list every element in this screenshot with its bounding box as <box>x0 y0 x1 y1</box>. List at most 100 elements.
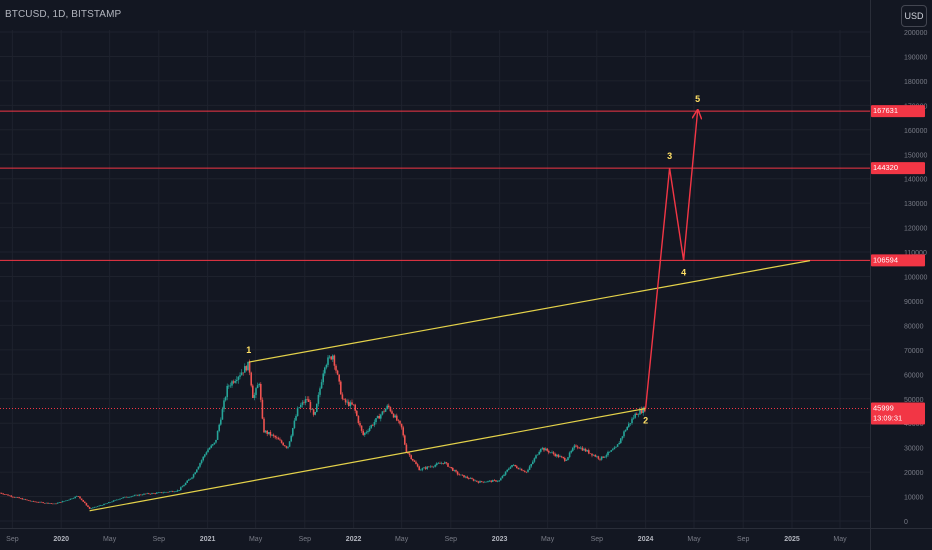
candle-body <box>464 476 467 478</box>
candle-body <box>100 505 102 506</box>
candle-body <box>253 394 256 398</box>
candle-body <box>333 355 336 366</box>
candle-body <box>640 409 643 413</box>
candle-body <box>544 448 547 451</box>
candle-body <box>372 425 374 426</box>
candle-body <box>610 450 612 452</box>
candle-body <box>162 492 164 494</box>
candle-body <box>301 402 304 405</box>
candle-body <box>277 437 280 440</box>
level-price-tag-bg <box>871 162 925 175</box>
candle-body <box>184 482 187 486</box>
candle-body <box>381 411 384 415</box>
candle-body <box>447 463 449 467</box>
candle-body <box>436 463 438 466</box>
candle-body <box>122 497 124 499</box>
candle-body <box>437 463 440 464</box>
candle-body <box>541 447 544 449</box>
candle-body <box>424 467 427 469</box>
candle-body <box>439 463 441 464</box>
y-tick-label: 160000 <box>904 128 927 135</box>
candle-body <box>32 501 35 502</box>
candle-body <box>199 463 201 467</box>
candle-body <box>463 475 465 478</box>
candle-body <box>532 461 534 465</box>
candle-body <box>580 447 582 449</box>
candle-body <box>500 478 502 481</box>
candle-body <box>159 492 161 493</box>
candle-body <box>274 435 276 438</box>
candle-body <box>578 447 580 449</box>
candle-body <box>634 413 636 418</box>
candle-body <box>639 409 641 415</box>
candle-body <box>589 453 592 455</box>
candle-body <box>480 481 483 482</box>
candle-body <box>20 498 22 499</box>
candle-body <box>165 491 168 493</box>
candle-body <box>384 408 387 412</box>
candle-body <box>154 493 156 494</box>
candle-body <box>335 365 337 371</box>
candle-body <box>512 464 515 466</box>
candle-body <box>592 454 595 456</box>
candle-body <box>111 501 113 503</box>
candle-body <box>412 458 414 461</box>
candle-body <box>271 434 273 436</box>
candle-body <box>357 415 360 424</box>
candle-body <box>103 503 105 506</box>
candle-body <box>600 456 603 460</box>
candle-body <box>18 497 20 499</box>
candle-body <box>21 498 24 500</box>
candle-body <box>205 452 208 455</box>
candle-body <box>127 497 129 498</box>
candle-body <box>285 446 288 448</box>
candle-body <box>242 372 244 374</box>
candle-body <box>170 491 172 492</box>
candle-body <box>343 398 345 400</box>
candle-body <box>508 468 510 470</box>
candle-body <box>96 506 99 507</box>
candle-body <box>527 469 529 472</box>
y-tick-label: 110000 <box>904 250 927 257</box>
candle-body <box>228 385 230 387</box>
candle-body <box>192 474 195 478</box>
candle-body <box>386 405 388 409</box>
candle-body <box>599 458 601 460</box>
candle-body <box>104 503 107 505</box>
wave-label-3: 3 <box>667 151 672 161</box>
candle-body <box>239 375 241 377</box>
candle-body <box>48 503 51 505</box>
candle-body <box>183 485 185 487</box>
candle-body <box>514 464 516 467</box>
candle-body <box>280 440 283 443</box>
x-tick-label: May <box>395 536 409 543</box>
candle-body <box>522 470 524 472</box>
candle-body <box>231 381 233 386</box>
x-tick-label: 2021 <box>200 536 216 543</box>
candle-body <box>4 494 6 495</box>
candle-body <box>66 500 68 501</box>
candle-body <box>568 452 571 458</box>
price-scale[interactable] <box>871 30 932 535</box>
candle-body <box>164 491 166 493</box>
candle-body <box>63 501 65 502</box>
candle-body <box>455 470 457 472</box>
y-tick-label: 30000 <box>904 446 924 453</box>
candle-body <box>564 458 566 461</box>
y-tick-label: 150000 <box>904 152 927 159</box>
candle-body <box>535 455 537 459</box>
candle-body <box>45 502 48 504</box>
candle-body <box>516 466 518 469</box>
candle-body <box>485 481 488 483</box>
candle-body <box>524 471 526 472</box>
candle-body <box>82 500 84 502</box>
wave-label-2: 2 <box>643 416 648 426</box>
currency-button[interactable]: USD <box>901 5 927 27</box>
y-tick-label: 0 <box>904 519 908 526</box>
x-tick-label: Sep <box>299 536 312 543</box>
candle-body <box>175 491 177 492</box>
candle-body <box>101 505 104 506</box>
upper-trendline <box>248 260 811 363</box>
candle-body <box>352 404 355 406</box>
